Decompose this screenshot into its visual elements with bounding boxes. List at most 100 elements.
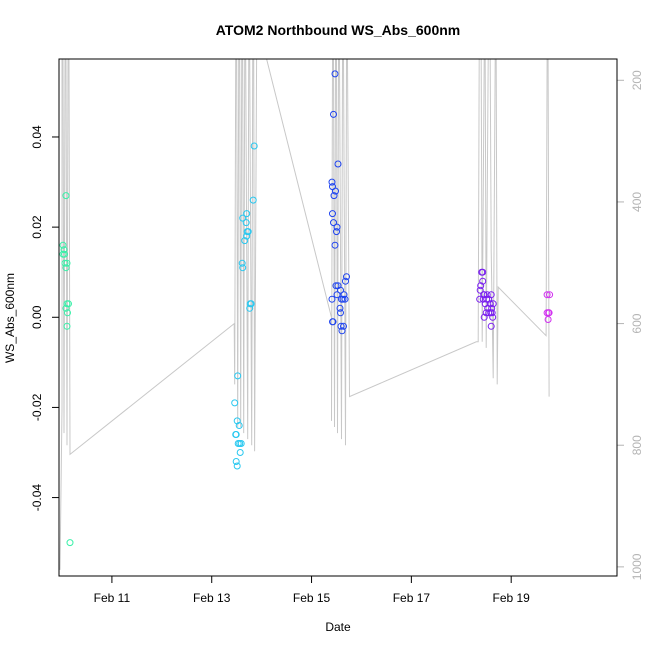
data-point xyxy=(333,228,340,236)
data-point xyxy=(487,322,495,330)
data-point xyxy=(331,241,339,249)
data-point xyxy=(489,313,497,321)
data-point xyxy=(333,223,341,231)
y-tick-label: 0.04 xyxy=(30,125,44,149)
data-point xyxy=(242,219,250,227)
data-point xyxy=(330,192,338,200)
data-point xyxy=(479,277,487,285)
data-point xyxy=(337,309,344,317)
data-point xyxy=(234,372,242,380)
data-point xyxy=(232,431,240,438)
data-point xyxy=(333,291,341,299)
secondary-y-tick-label: 1000 xyxy=(630,553,644,580)
plot-border xyxy=(58,58,618,577)
y-tick-label: -0.04 xyxy=(30,484,44,512)
data-point xyxy=(243,232,251,240)
data-point xyxy=(61,259,69,267)
secondary-y-axis: 200 400 600 800 1000 xyxy=(617,70,644,580)
data-point xyxy=(480,313,488,321)
data-point xyxy=(330,110,337,118)
y-tick-label: 0.02 xyxy=(30,215,44,239)
data-point xyxy=(63,322,71,330)
data-point xyxy=(246,304,254,312)
x-tick-label: Feb 19 xyxy=(493,591,531,605)
data-point xyxy=(62,192,70,200)
secondary-y-tick-label: 400 xyxy=(630,192,644,212)
y-tick-label: -0.02 xyxy=(30,393,44,421)
data-point xyxy=(328,178,336,186)
secondary-y-tick-label: 200 xyxy=(630,70,644,90)
data-point xyxy=(485,295,493,303)
data-point xyxy=(544,316,552,323)
secondary-line-layer xyxy=(59,58,550,570)
secondary-y-tick-label: 800 xyxy=(630,435,644,455)
data-point xyxy=(483,291,491,299)
data-point xyxy=(489,300,497,308)
data-point xyxy=(488,309,496,317)
data-point xyxy=(250,142,258,150)
secondary-series-line xyxy=(59,58,550,570)
data-point xyxy=(479,268,487,276)
data-point xyxy=(60,246,68,254)
data-point xyxy=(343,273,350,281)
y-axis: -0.04 -0.02 0.00 0.02 0.04 xyxy=(30,125,59,511)
x-axis-label: Date xyxy=(325,620,351,634)
x-axis: Feb 11 Feb 13 Feb 15 Feb 17 Feb 19 xyxy=(94,576,531,605)
x-tick-label: Feb 11 xyxy=(94,591,131,605)
data-point xyxy=(237,440,245,447)
data-point xyxy=(62,264,70,272)
data-point xyxy=(244,228,252,236)
data-point xyxy=(232,458,240,465)
data-point xyxy=(238,259,246,267)
data-point xyxy=(334,160,342,168)
data-point xyxy=(233,417,241,425)
data-point xyxy=(543,291,551,299)
data-point xyxy=(341,295,349,303)
data-point xyxy=(231,399,239,407)
data-point xyxy=(59,250,67,258)
data-point xyxy=(233,462,241,470)
data-point xyxy=(66,539,74,547)
data-point xyxy=(338,327,346,335)
points-layer xyxy=(59,70,554,547)
data-point xyxy=(337,322,345,330)
data-point xyxy=(485,309,493,317)
data-point xyxy=(235,422,243,429)
data-point xyxy=(62,304,70,312)
data-point xyxy=(64,309,71,317)
x-tick-label: Feb 17 xyxy=(393,591,431,605)
data-point xyxy=(336,304,344,312)
y-tick-label: 0.00 xyxy=(30,305,44,329)
data-point xyxy=(249,196,257,204)
data-point xyxy=(236,449,244,456)
data-point xyxy=(239,214,247,222)
data-point xyxy=(340,322,347,330)
secondary-y-tick-label: 600 xyxy=(630,313,644,333)
data-point xyxy=(476,295,484,303)
data-point xyxy=(342,277,349,285)
data-point xyxy=(337,286,344,294)
data-point xyxy=(331,70,339,78)
data-point xyxy=(483,295,491,303)
data-point xyxy=(328,295,336,303)
data-point xyxy=(332,187,339,195)
data-point xyxy=(241,237,249,245)
data-point xyxy=(329,318,337,326)
data-point xyxy=(545,309,553,317)
data-point xyxy=(59,241,67,249)
data-point xyxy=(477,282,485,290)
data-point xyxy=(338,295,345,303)
data-point xyxy=(243,210,251,218)
data-point xyxy=(546,291,554,299)
y-axis-label: WS_Abs_600nm xyxy=(3,273,17,363)
x-tick-label: Feb 15 xyxy=(293,591,331,605)
data-point xyxy=(332,282,340,290)
data-point xyxy=(247,300,255,308)
data-point xyxy=(476,286,484,294)
chart-title: ATOM2 Northbound WS_Abs_600nm xyxy=(216,22,461,38)
data-point xyxy=(239,264,247,272)
data-point xyxy=(329,210,336,218)
x-tick-label: Feb 13 xyxy=(193,591,231,605)
